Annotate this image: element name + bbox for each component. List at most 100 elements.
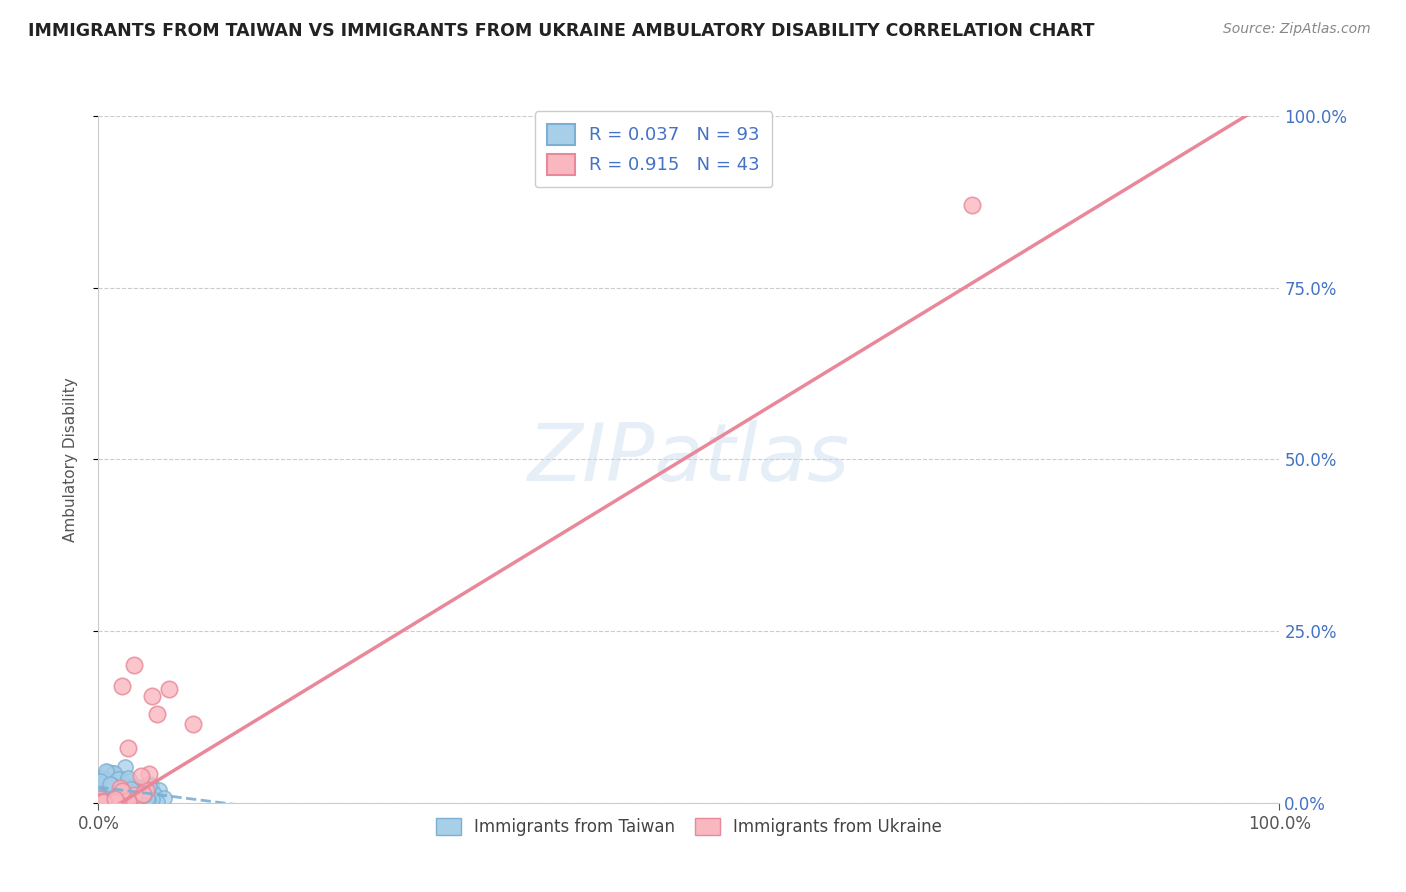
Point bbox=[91, 795, 114, 809]
Point bbox=[107, 772, 129, 786]
Point bbox=[105, 784, 128, 798]
Point bbox=[107, 786, 129, 800]
Point bbox=[97, 775, 120, 789]
Point bbox=[93, 795, 115, 809]
Point bbox=[118, 780, 141, 794]
Point bbox=[96, 780, 118, 795]
Point bbox=[148, 783, 170, 797]
Point bbox=[105, 794, 128, 808]
Point bbox=[141, 784, 163, 798]
Point bbox=[97, 795, 120, 809]
Point bbox=[101, 795, 124, 809]
Point bbox=[115, 783, 138, 797]
Point bbox=[131, 785, 153, 799]
Point bbox=[114, 785, 136, 799]
Point bbox=[122, 658, 145, 673]
Point bbox=[117, 794, 139, 808]
Point bbox=[108, 795, 131, 809]
Point bbox=[104, 788, 127, 802]
Point bbox=[91, 793, 114, 807]
Point bbox=[104, 775, 127, 789]
Point bbox=[101, 772, 124, 787]
Point bbox=[91, 795, 114, 809]
Legend: Immigrants from Taiwan, Immigrants from Ukraine: Immigrants from Taiwan, Immigrants from … bbox=[429, 811, 949, 843]
Point bbox=[107, 784, 129, 798]
Point bbox=[98, 779, 121, 793]
Y-axis label: Ambulatory Disability: Ambulatory Disability bbox=[63, 377, 77, 541]
Point bbox=[128, 784, 150, 798]
Point bbox=[96, 765, 118, 780]
Point bbox=[146, 795, 169, 809]
Point bbox=[89, 795, 111, 809]
Point bbox=[89, 773, 111, 788]
Point bbox=[181, 716, 204, 731]
Point bbox=[141, 778, 163, 792]
Point bbox=[100, 792, 122, 806]
Point bbox=[100, 790, 122, 805]
Point bbox=[114, 780, 136, 794]
Point bbox=[97, 781, 120, 796]
Point bbox=[89, 774, 111, 789]
Point bbox=[89, 782, 111, 797]
Point bbox=[105, 795, 128, 809]
Point bbox=[103, 765, 125, 780]
Point bbox=[120, 780, 142, 795]
Point bbox=[132, 789, 155, 803]
Point bbox=[96, 790, 118, 805]
Point bbox=[153, 790, 176, 805]
Point bbox=[120, 782, 142, 797]
Point bbox=[122, 781, 145, 796]
Text: Source: ZipAtlas.com: Source: ZipAtlas.com bbox=[1223, 22, 1371, 37]
Point bbox=[94, 773, 117, 788]
Point bbox=[89, 771, 111, 785]
Point bbox=[90, 795, 112, 809]
Point bbox=[962, 198, 984, 212]
Point bbox=[111, 778, 134, 792]
Point bbox=[117, 778, 139, 792]
Point bbox=[138, 780, 160, 794]
Point bbox=[97, 776, 120, 790]
Point bbox=[100, 765, 122, 780]
Point bbox=[104, 789, 127, 803]
Point bbox=[100, 781, 122, 796]
Point bbox=[108, 788, 131, 802]
Point bbox=[124, 793, 146, 807]
Point bbox=[96, 795, 118, 809]
Point bbox=[112, 780, 135, 794]
Point bbox=[89, 795, 111, 809]
Point bbox=[98, 779, 121, 793]
Point bbox=[98, 789, 121, 803]
Point bbox=[111, 784, 134, 798]
Point bbox=[98, 786, 121, 800]
Point bbox=[118, 788, 141, 802]
Point bbox=[89, 795, 111, 809]
Point bbox=[94, 795, 117, 809]
Point bbox=[103, 792, 125, 806]
Point bbox=[93, 795, 115, 809]
Point bbox=[89, 782, 111, 797]
Point bbox=[89, 795, 111, 809]
Point bbox=[117, 789, 139, 804]
Point bbox=[129, 768, 152, 782]
Point bbox=[107, 789, 129, 803]
Point bbox=[93, 795, 115, 809]
Point bbox=[94, 764, 117, 779]
Point bbox=[105, 787, 128, 801]
Point bbox=[93, 795, 115, 809]
Text: ZIPatlas: ZIPatlas bbox=[527, 420, 851, 499]
Point bbox=[105, 789, 128, 803]
Point bbox=[111, 780, 134, 795]
Point bbox=[127, 780, 149, 794]
Point bbox=[135, 782, 157, 797]
Point bbox=[108, 780, 131, 795]
Point bbox=[105, 795, 128, 809]
Point bbox=[117, 740, 139, 755]
Point bbox=[138, 767, 160, 781]
Point bbox=[91, 793, 114, 807]
Point bbox=[110, 772, 132, 787]
Point bbox=[101, 795, 124, 809]
Point bbox=[136, 793, 159, 807]
Point bbox=[141, 792, 163, 806]
Point bbox=[91, 773, 114, 788]
Point bbox=[108, 795, 131, 809]
